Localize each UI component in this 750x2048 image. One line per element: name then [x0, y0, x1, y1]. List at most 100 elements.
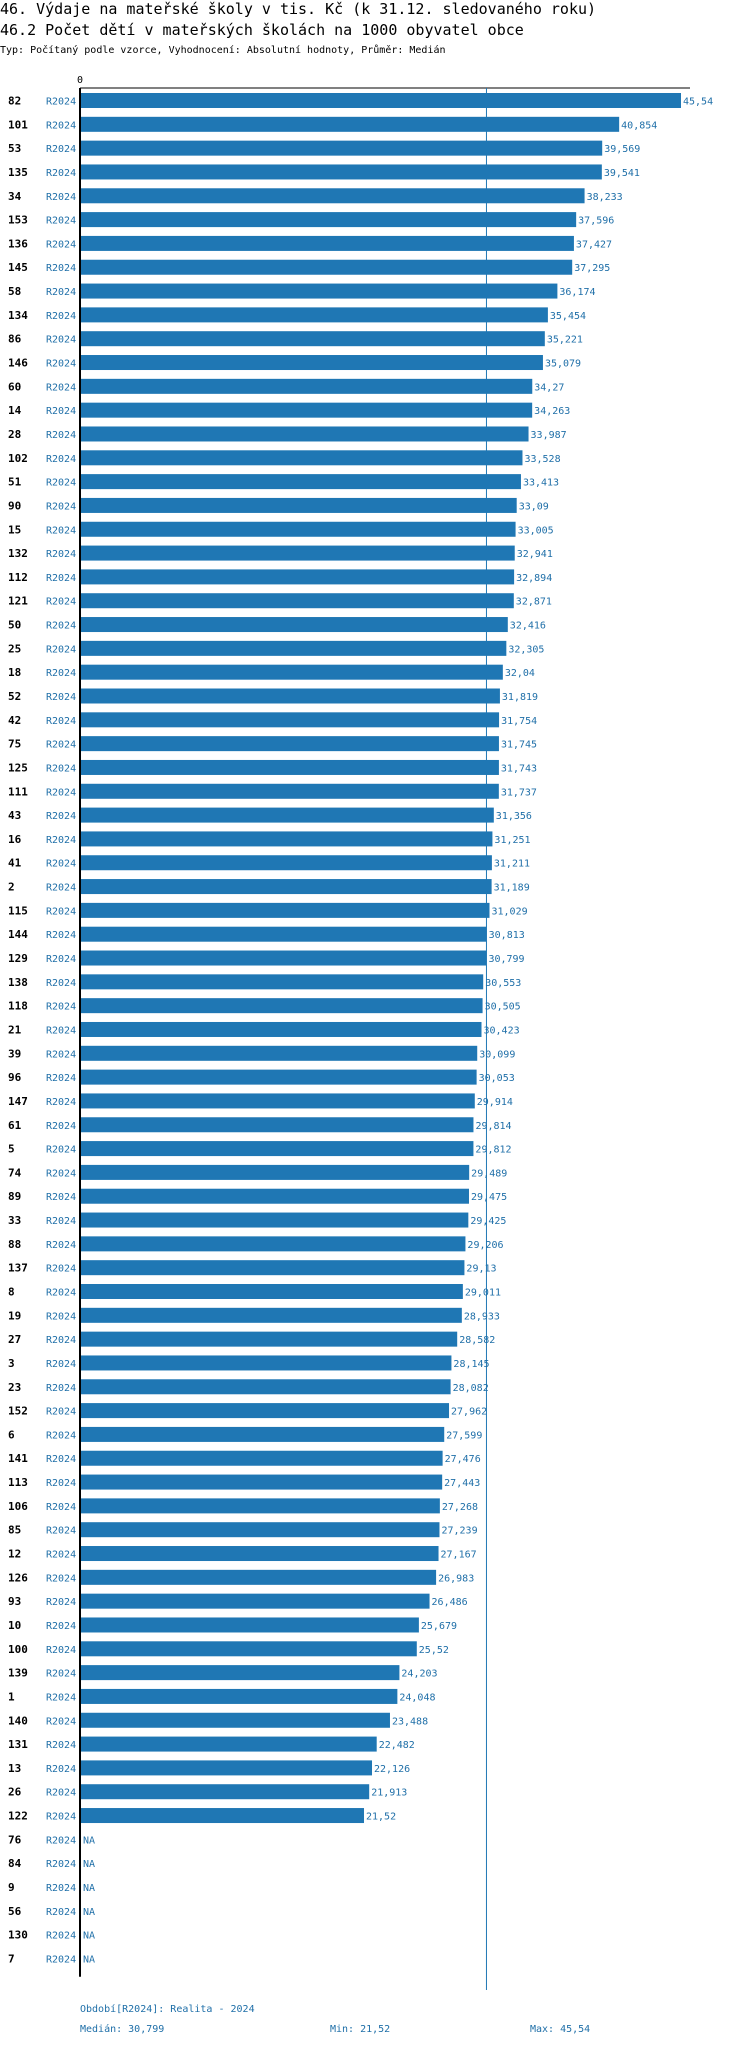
row-id-label: 2 [8, 881, 15, 894]
bar-value-label: 39,541 [604, 168, 640, 179]
bar-value-label: 28,082 [453, 1383, 489, 1394]
row-id-label: 137 [8, 1262, 28, 1275]
bar [80, 1355, 452, 1371]
row-id-label: 33 [8, 1214, 21, 1227]
series-label: R2024 [46, 1883, 76, 1894]
bar [80, 1379, 451, 1395]
series-label: R2024 [46, 1573, 76, 1584]
bar-value-label: 25,679 [421, 1621, 457, 1632]
footer-period: Období[R2024]: Realita - 2024 [80, 2004, 255, 2015]
bar-value-label: 27,962 [451, 1407, 487, 1418]
bar [80, 855, 492, 871]
bar-value-label: 45,54 [683, 97, 713, 108]
row-id-label: 121 [8, 595, 28, 608]
row-id-label: 140 [8, 1714, 28, 1727]
series-label: R2024 [46, 216, 76, 227]
bar-value-label: 30,423 [483, 1025, 519, 1036]
series-label: R2024 [46, 692, 76, 703]
bar [80, 426, 529, 442]
row-id-label: 85 [8, 1524, 21, 1537]
series-label: R2024 [46, 1478, 76, 1489]
row-id-label: 75 [8, 738, 21, 751]
row-id-label: 27 [8, 1333, 21, 1346]
bar-value-label: 35,454 [550, 311, 586, 322]
bar-value-label: 29,011 [465, 1288, 501, 1299]
bar [80, 1474, 443, 1490]
series-label: R2024 [46, 1550, 76, 1561]
row-id-label: 18 [8, 666, 21, 679]
series-label: R2024 [46, 621, 76, 632]
series-label: R2024 [46, 1740, 76, 1751]
bar-value-label: 25,52 [419, 1645, 449, 1656]
series-label: R2024 [46, 1311, 76, 1322]
bar-value-label: 30,505 [485, 1002, 521, 1013]
bar-value-label: 21,913 [371, 1788, 407, 1799]
bar [80, 736, 499, 752]
series-label: R2024 [46, 1931, 76, 1942]
row-id-label: 93 [8, 1595, 21, 1608]
bar-value-label: 30,053 [479, 1073, 515, 1084]
row-id-label: 51 [8, 476, 22, 489]
bar [80, 93, 681, 108]
bar [80, 640, 507, 656]
series-label: R2024 [46, 97, 76, 108]
series-label: R2024 [46, 763, 76, 774]
bar [80, 355, 543, 371]
bar-value-label: 28,933 [464, 1311, 500, 1322]
bar-value-label: 33,413 [523, 478, 559, 489]
series-label: R2024 [46, 1835, 76, 1846]
series-label: R2024 [46, 1859, 76, 1870]
bar [80, 1450, 443, 1466]
row-id-label: 8 [8, 1286, 15, 1299]
bar [80, 1260, 465, 1276]
bar-value-label: 26,983 [438, 1573, 474, 1584]
bar [80, 831, 493, 847]
series-label: R2024 [46, 525, 76, 536]
series-label: R2024 [46, 1597, 76, 1608]
series-label: R2024 [46, 1002, 76, 1013]
bar-value-label: 32,416 [510, 621, 546, 632]
bar-value-label: 29,814 [475, 1121, 511, 1132]
bar-value-label: 37,295 [574, 263, 610, 274]
row-id-label: 129 [8, 952, 28, 965]
bar-value-label: 37,596 [578, 216, 614, 227]
row-id-label: 39 [8, 1047, 21, 1060]
row-id-label: 3 [8, 1357, 15, 1370]
series-label: R2024 [46, 1716, 76, 1727]
bar-value-label: 32,894 [516, 573, 552, 584]
bar-value-label: NA [83, 1954, 95, 1965]
bar [80, 1665, 400, 1681]
bar [80, 688, 500, 704]
bar [80, 235, 574, 251]
series-label: R2024 [46, 1121, 76, 1132]
chart-title: 46. Výdaje na mateřské školy v tis. Kč (… [0, 0, 597, 18]
series-label: R2024 [46, 740, 76, 751]
row-id-label: 76 [8, 1833, 22, 1846]
row-id-label: 146 [8, 357, 28, 370]
row-id-label: 52 [8, 690, 21, 703]
bar-value-label: 29,475 [471, 1192, 507, 1203]
bar [80, 998, 483, 1014]
row-id-label: 136 [8, 237, 28, 250]
row-id-label: 88 [8, 1238, 21, 1251]
row-id-label: 126 [8, 1571, 28, 1584]
x-tick-label: 0 [77, 75, 83, 86]
bar-value-label: NA [83, 1883, 95, 1894]
series-label: R2024 [46, 501, 76, 512]
series-label: R2024 [46, 1073, 76, 1084]
series-label: R2024 [46, 1954, 76, 1965]
row-id-label: 131 [8, 1738, 28, 1751]
bar-value-label: 30,813 [489, 930, 525, 941]
row-id-label: 125 [8, 761, 28, 774]
series-label: R2024 [46, 1145, 76, 1156]
chart-subtitle: 46.2 Počet dětí v mateřských školách na … [0, 21, 524, 39]
bar-value-label: 24,203 [401, 1669, 437, 1680]
row-id-label: 135 [8, 166, 28, 179]
bar-value-label: 36,174 [559, 287, 595, 298]
bar-value-label: 35,221 [547, 335, 583, 346]
chart-type-description: Typ: Počítaný podle vzorce, Vyhodnocení:… [0, 45, 446, 56]
series-label: R2024 [46, 1359, 76, 1370]
row-id-label: 16 [8, 833, 22, 846]
row-id-label: 5 [8, 1143, 15, 1156]
bar-value-label: 29,425 [470, 1216, 506, 1227]
